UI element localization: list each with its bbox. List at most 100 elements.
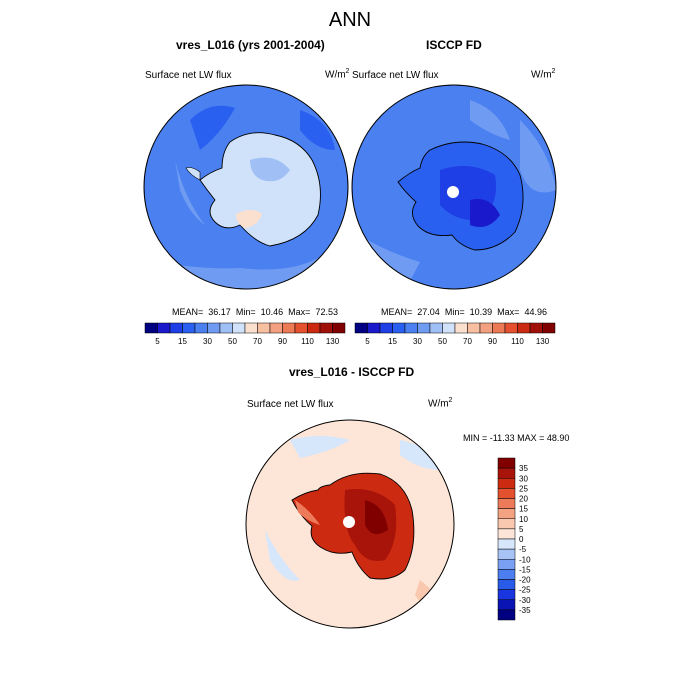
- panel3-colorbar-box: [497, 538, 516, 550]
- panel2-colorbar-box: [442, 322, 456, 334]
- panel1-colorbar-box: [257, 322, 271, 334]
- panel2-ocean-patch2: [520, 120, 556, 193]
- panel3-colorbar-box: [497, 508, 516, 519]
- panel3-colorbar-tick-label: -35: [519, 606, 531, 615]
- panel1-colorbar-box: [182, 322, 196, 334]
- panel3-colorbar-box: [497, 478, 516, 489]
- panel1-colorbar-box: [219, 322, 233, 334]
- panel2-colorbar-tick-label: 70: [463, 337, 472, 346]
- panel3-colorbar-tick-label: 10: [519, 515, 528, 524]
- panel2-colorbar-tick-label: 15: [388, 337, 397, 346]
- panel2-pole-hole: [447, 186, 459, 198]
- panel2-colorbar-box: [429, 322, 443, 334]
- panel1-colorbar-box: [319, 322, 333, 334]
- panel2-title: ISCCP FD: [426, 38, 482, 52]
- panel3-colorbar-tick-label: 35: [519, 464, 528, 473]
- figure-title: ANN: [328, 9, 372, 31]
- panel2-colorbar-box: [417, 322, 431, 334]
- panel3-colorbar-tick-label: -5: [519, 545, 527, 554]
- panel1-peninsula: [185, 167, 201, 181]
- panel2-colorbar-box: [467, 322, 481, 334]
- panel1-ocean-dark-patch: [190, 105, 235, 150]
- panel3-colorbar-tick-label: 0: [519, 535, 524, 544]
- panel1-colorbar-box: [232, 322, 246, 334]
- panel3-colorbar-box: [497, 457, 516, 469]
- panel2-colorbar-tick-label: 5: [365, 337, 370, 346]
- panel1-stats: MEAN= 36.17 Min= 10.46 Max= 72.53: [172, 307, 338, 317]
- panel3-stats: MIN = -11.33 MAX = 48.90: [463, 433, 570, 443]
- panel3-colorbar-box: [497, 579, 516, 590]
- panel1-colorbar-tick-label: 130: [326, 337, 340, 346]
- panel3-colorbar-box: [497, 488, 516, 499]
- panel3-colorbar-box: [497, 609, 516, 621]
- panel3-colorbar-box: [497, 589, 516, 600]
- panel2-colorbar-box: [367, 322, 381, 334]
- panel2-colorbar: 5 15 30 50 70 90 110 130: [354, 322, 556, 346]
- panel1-colorbar-box: [194, 322, 208, 334]
- panel3-cool-patch3: [265, 530, 300, 581]
- panel1-colorbar-tick-label: 30: [203, 337, 212, 346]
- panel1-colorbar-tick-label: 90: [278, 337, 287, 346]
- panel2-interior-dark: [470, 199, 500, 228]
- panel1-colorbar-tick-label: 70: [253, 337, 262, 346]
- panel2-colorbar-box: [404, 322, 418, 334]
- panel1-interior-patch: [250, 157, 290, 182]
- panel1-ocean-dark-patch2: [300, 110, 335, 150]
- panel3-colorbar-tick-label: 30: [519, 474, 528, 483]
- panel3-title: vres_L016 - ISCCP FD: [289, 365, 415, 379]
- panel3-coastal-warm: [295, 500, 320, 525]
- panel3-colorbar-tick-label: 5: [519, 525, 524, 534]
- panel2-colorbar-box: [479, 322, 493, 334]
- panel2-units: W/m2: [531, 68, 556, 81]
- panel2-colorbar-tick-label: 90: [488, 337, 497, 346]
- panel2-colorbar-box: [454, 322, 468, 334]
- panel1-colorbar-box: [282, 322, 296, 334]
- panel2-colorbar-tick-label: 30: [413, 337, 422, 346]
- panel1-colorbar-box: [144, 322, 158, 334]
- panel2-colorbar-box: [492, 322, 506, 334]
- panel2-colorbar-box: [517, 322, 531, 334]
- panel3-colorbar-box: [497, 569, 516, 580]
- panel3-colorbar-tick-label: -25: [519, 586, 531, 595]
- panel2-colorbar-box: [354, 322, 368, 334]
- panel1-colorbar-tick-label: 5: [155, 337, 160, 346]
- panel1-colorbar-box: [157, 322, 171, 334]
- panel1-units: W/m2: [325, 68, 350, 81]
- panel3-cool-patch: [290, 436, 350, 458]
- panel3-colorbar-tick-label: 20: [519, 495, 528, 504]
- panel3-cool-patch2: [400, 440, 440, 470]
- panel1-colorbar-tick-label: 15: [178, 337, 187, 346]
- panel3-colorbar-tick-label: -20: [519, 576, 531, 585]
- panel1-colorbar-box: [244, 322, 258, 334]
- panel3-map: [246, 420, 454, 628]
- panel1-colorbar-box: [332, 322, 346, 334]
- panel2-colorbar-tick-label: 130: [536, 337, 550, 346]
- panel2-ocean-patch3: [470, 100, 510, 140]
- panel1-warm-patch: [236, 210, 262, 228]
- panel2-map-border: [351, 84, 557, 290]
- panel3-colorbar-box: [497, 467, 516, 479]
- panel1-colorbar-box: [307, 322, 321, 334]
- panel1-field-label: Surface net LW flux: [145, 70, 232, 81]
- panel3-colorbar-tick-label: -10: [519, 555, 531, 564]
- panel3-colorbar-box: [497, 498, 516, 509]
- panel2-colorbar-box: [379, 322, 393, 334]
- panel2-colorbar-box: [542, 322, 556, 334]
- panel3-colorbar-tick-label: -30: [519, 596, 531, 605]
- panel1-colorbar-box: [207, 322, 221, 334]
- panel3-colorbar-tick-label: 15: [519, 505, 528, 514]
- panel2-colorbar-box: [529, 322, 543, 334]
- panel3-colorbar-box: [497, 518, 516, 530]
- panel2-colorbar-tick-label: 50: [438, 337, 447, 346]
- panel1-colorbar-tick-label: 110: [301, 337, 314, 346]
- panel1-colorbar: 5 15 30 50 70 90 110 130: [144, 322, 346, 346]
- panel2-field-label: Surface net LW flux: [352, 70, 439, 81]
- panel3-field-label: Surface net LW flux: [247, 399, 334, 410]
- panel3-hottest-core: [365, 500, 388, 534]
- panel2-colorbar-tick-label: 110: [511, 337, 524, 346]
- panel1-colorbar-tick-label: 50: [228, 337, 237, 346]
- panel2-map: [352, 85, 556, 289]
- panel3-colorbar-box: [497, 548, 516, 560]
